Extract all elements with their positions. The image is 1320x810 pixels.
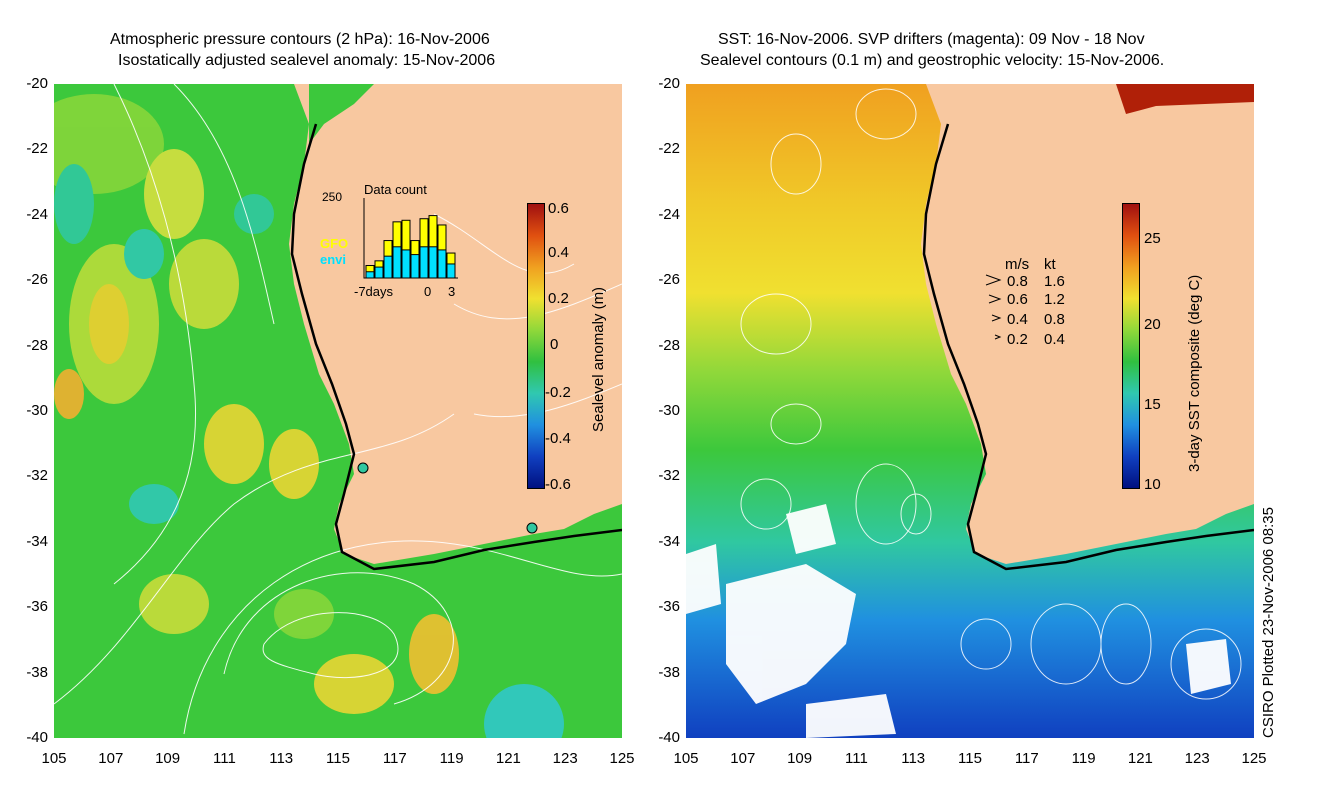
x-tick-label: 125 bbox=[1241, 750, 1267, 767]
inset-bar-envi bbox=[428, 246, 438, 279]
inset-legend-gfo: GFO bbox=[320, 236, 349, 251]
left-title-line1: Atmospheric pressure contours (2 hPa): 1… bbox=[110, 31, 490, 48]
left-cbar-tick-3: 0 bbox=[550, 336, 559, 353]
x-tick-label: 107 bbox=[98, 750, 124, 767]
y-tick-label: -40 bbox=[658, 729, 680, 746]
inset-bar-envi bbox=[392, 246, 402, 279]
left-cbar-tick-6: -0.6 bbox=[545, 476, 571, 493]
inset-bar-envi bbox=[437, 249, 447, 279]
velocity-legend-ms-3: 0.2 bbox=[1007, 331, 1028, 348]
right-title-line2: Sealevel contours (0.1 m) and geostrophi… bbox=[700, 52, 1165, 69]
velocity-legend-kt-0: 1.6 bbox=[1044, 273, 1065, 290]
y-tick-label: -38 bbox=[26, 663, 48, 681]
x-tick-label: 119 bbox=[439, 750, 464, 767]
y-tick-label: -36 bbox=[26, 598, 48, 616]
x-tick-label: 117 bbox=[382, 750, 407, 767]
left-title-line2: Isostatically adjusted sealevel anomaly:… bbox=[118, 52, 496, 69]
x-tick-label: 119 bbox=[1071, 750, 1096, 767]
left-cbar-label: Sealevel anomaly (m) bbox=[590, 286, 607, 432]
left-cbar-tick-1: 0.4 bbox=[548, 244, 569, 261]
right-title-line1: SST: 16-Nov-2006. SVP drifters (magenta)… bbox=[718, 31, 1145, 48]
y-tick-label: -22 bbox=[26, 140, 48, 158]
velocity-legend-kt-1: 1.2 bbox=[1044, 291, 1065, 308]
x-tick-label: 109 bbox=[155, 750, 181, 767]
velocity-legend-kt-3: 0.4 bbox=[1044, 331, 1065, 348]
inset-bar-envi bbox=[446, 263, 456, 279]
y-tick-label: -26 bbox=[658, 271, 680, 289]
right-map bbox=[686, 84, 1254, 738]
credit-text: CSIRO Plotted 23-Nov-2006 08:35 bbox=[1260, 507, 1277, 738]
y-tick-label: -24 bbox=[658, 205, 680, 223]
y-tick-label: -30 bbox=[658, 402, 680, 419]
y-tick-label: -30 bbox=[26, 402, 48, 419]
right-colorbar bbox=[1122, 203, 1140, 489]
x-tick-label: 121 bbox=[495, 750, 521, 767]
y-tick-label: -38 bbox=[658, 663, 680, 681]
inset-bar-envi bbox=[410, 254, 420, 279]
y-tick-label: -36 bbox=[658, 598, 680, 616]
y-tick-label: -34 bbox=[658, 532, 680, 550]
x-tick-label: 105 bbox=[41, 750, 67, 767]
left-colorbar bbox=[527, 203, 545, 489]
x-tick-label: 111 bbox=[844, 750, 868, 767]
x-tick-label: 125 bbox=[609, 750, 635, 767]
x-tick-label: 113 bbox=[269, 750, 294, 767]
y-tick-label: -40 bbox=[26, 729, 48, 746]
y-tick-label: -20 bbox=[658, 75, 680, 92]
y-tick-label: -32 bbox=[658, 467, 680, 485]
x-tick-label: 117 bbox=[1014, 750, 1039, 767]
inset-legend-envi: envi bbox=[320, 252, 347, 267]
x-tick-label: 123 bbox=[1184, 750, 1210, 767]
velocity-legend-header-ms: m/s bbox=[1005, 256, 1030, 273]
inset-bar-envi bbox=[419, 246, 429, 279]
y-tick-label: -26 bbox=[26, 271, 48, 289]
left-cbar-tick-4: -0.2 bbox=[545, 384, 571, 401]
y-tick-label: -22 bbox=[658, 140, 680, 158]
inset-bar-envi bbox=[401, 249, 411, 279]
x-tick-label: 109 bbox=[787, 750, 813, 767]
inset-bars bbox=[363, 198, 458, 279]
inset-bar-envi bbox=[374, 266, 384, 279]
inset-xlabel-end: 3 bbox=[448, 284, 456, 299]
inset-title: Data count bbox=[364, 182, 427, 197]
right-cbar-tick-1: 20 bbox=[1144, 316, 1161, 333]
velocity-arrow-icons bbox=[985, 274, 1002, 340]
x-tick-label: 105 bbox=[673, 750, 699, 767]
right-cbar-label: 3-day SST composite (deg C) bbox=[1186, 274, 1203, 472]
y-tick-label: -28 bbox=[26, 336, 48, 354]
x-tick-label: 107 bbox=[730, 750, 756, 767]
right-cbar-tick-2: 15 bbox=[1144, 396, 1161, 413]
inset-xlabel-zero: 0 bbox=[424, 284, 432, 299]
right-cbar-tick-3: 10 bbox=[1144, 476, 1161, 493]
left-cbar-tick-0: 0.6 bbox=[548, 200, 569, 217]
y-tick-label: -34 bbox=[26, 532, 48, 550]
inset-bar-envi bbox=[383, 255, 393, 279]
velocity-legend-ms-0: 0.8 bbox=[1007, 273, 1028, 290]
x-tick-label: 115 bbox=[958, 750, 982, 767]
right-map-svg bbox=[686, 84, 1254, 738]
x-tick-label: 111 bbox=[212, 750, 236, 767]
velocity-legend-kt-2: 0.8 bbox=[1044, 311, 1065, 328]
data-count-inset: Data count 250 GFO envi -7days 0 3 bbox=[318, 180, 458, 300]
left-cbar-tick-2: 0.2 bbox=[548, 290, 569, 307]
inset-ymax: 250 bbox=[322, 190, 343, 204]
left-cbar-tick-5: -0.4 bbox=[545, 430, 571, 447]
y-tick-label: -32 bbox=[26, 467, 48, 485]
inset-bar-envi bbox=[365, 271, 375, 279]
velocity-legend-ms-2: 0.4 bbox=[1007, 311, 1028, 328]
y-tick-label: -28 bbox=[658, 336, 680, 354]
y-tick-label: -24 bbox=[26, 205, 48, 223]
right-cbar-tick-0: 25 bbox=[1144, 230, 1161, 247]
velocity-legend-header-kt: kt bbox=[1044, 256, 1056, 273]
x-tick-label: 123 bbox=[552, 750, 578, 767]
inset-xlabel-start: -7days bbox=[354, 284, 394, 299]
x-tick-label: 121 bbox=[1127, 750, 1153, 767]
x-tick-label: 115 bbox=[326, 750, 350, 767]
y-tick-label: -20 bbox=[26, 75, 48, 92]
x-tick-label: 113 bbox=[901, 750, 926, 767]
velocity-legend-ms-1: 0.6 bbox=[1007, 291, 1028, 308]
